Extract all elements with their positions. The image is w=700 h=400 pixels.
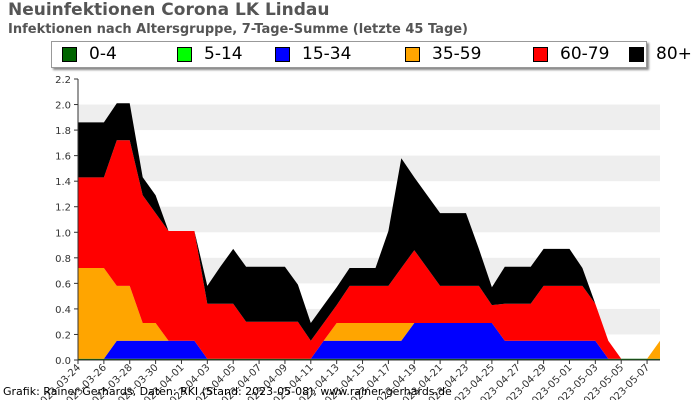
legend-swatch xyxy=(629,47,644,62)
y-tick-label: 1.2 xyxy=(55,203,71,214)
legend-label: 15-34 xyxy=(302,44,352,64)
y-axis-ticks: 0.0 0.2 0.4 0.6 0.8 1.0 1.2 1.4 1.6 1.8 2.0 2.2 xyxy=(55,75,78,367)
legend-label: 0-4 xyxy=(89,44,117,64)
area-series-15-34 xyxy=(78,323,660,359)
legend-swatch xyxy=(62,47,77,62)
grid-band xyxy=(78,104,660,131)
area-series-60-79 xyxy=(78,140,660,359)
y-tick-label: 0.2 xyxy=(55,330,71,341)
chart-title: Neuinfektionen Corona LK Lindau xyxy=(8,0,330,20)
area-series-80+ xyxy=(78,103,660,359)
y-tick-label: 0.6 xyxy=(55,279,71,290)
y-tick-label: 1.8 xyxy=(55,126,71,137)
legend-label: 35-59 xyxy=(432,44,482,64)
y-tick-label: 1.6 xyxy=(55,152,71,163)
grid-band xyxy=(78,155,660,182)
legend-swatch xyxy=(275,47,290,62)
y-tick-label: 0.0 xyxy=(55,356,71,367)
y-tick-label: 2.2 xyxy=(55,75,71,86)
legend-label: 5-14 xyxy=(204,44,243,64)
legend: 0-4 5-14 15-34 35-59 60-79 80+ xyxy=(51,41,692,68)
area-series-35-59 xyxy=(78,268,660,359)
credit-text: Grafik: Rainer Gerhards, Daten: RKI (Sta… xyxy=(3,385,452,398)
legend-label: 60-79 xyxy=(560,44,610,64)
y-tick-label: 1.0 xyxy=(55,228,71,239)
y-tick-label: 0.4 xyxy=(55,305,71,316)
legend-label: 80+ xyxy=(656,44,692,64)
legend-swatch xyxy=(177,47,192,62)
chart-subtitle: Infektionen nach Altersgruppe, 7-Tage-Su… xyxy=(8,22,469,37)
grid-band xyxy=(78,206,660,233)
legend-swatch xyxy=(405,47,420,62)
legend-swatch xyxy=(533,47,548,62)
y-tick-label: 1.4 xyxy=(55,177,71,188)
y-tick-label: 2.0 xyxy=(55,101,71,112)
y-tick-label: 0.8 xyxy=(55,254,71,265)
axes xyxy=(77,79,660,361)
